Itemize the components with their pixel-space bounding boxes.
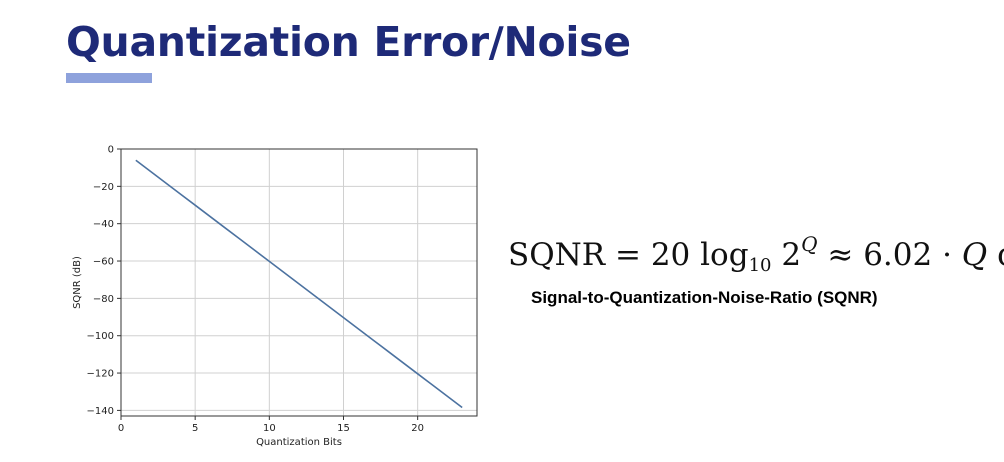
tick-layer: 0 5 10 15 20 0 −20 −40 −60 −80 −100 −120 −140	[87, 145, 425, 435]
title-underline	[66, 73, 152, 83]
y-tick-label: 0	[108, 145, 114, 156]
sqnr-series-line	[135, 159, 463, 409]
formula-approx: ≈	[827, 237, 854, 273]
formula-unit: dB	[997, 237, 1004, 273]
series-layer	[135, 159, 463, 409]
y-axis-label: SQNR (dB)	[72, 256, 83, 309]
x-tick-label: 5	[192, 423, 198, 434]
formula-log-text: log	[700, 237, 749, 273]
formula-equals: =	[614, 237, 641, 273]
sqnr-formula: SQNR = 20 log10 2Q ≈ 6.02 · Q dB	[508, 230, 1004, 280]
formula-lhs: SQNR	[508, 237, 606, 273]
formula-exponent: Q	[801, 232, 818, 256]
x-tick-label: 10	[263, 423, 276, 434]
x-tick-label: 20	[411, 423, 424, 434]
formula-coefficient: 20	[650, 237, 691, 273]
formula-power: 2Q	[781, 234, 817, 273]
y-tick-label: −40	[93, 219, 114, 230]
formula-log: log10	[700, 237, 772, 276]
formula-variable: Q	[961, 237, 988, 273]
formula-dot: ·	[942, 237, 952, 273]
x-tick-label: 0	[118, 423, 124, 434]
y-tick-label: −140	[87, 406, 114, 417]
plot-area-frame	[120, 148, 478, 417]
sqnr-line-chart: 0 5 10 15 20 0 −20 −40 −60 −80 −100 −120 −140 Quanti…	[72, 145, 478, 448]
slide-title: Quantization Error/Noise	[66, 18, 631, 66]
formula-base: 2	[781, 237, 802, 273]
formula-factor: 6.02	[863, 237, 933, 273]
y-tick-label: −100	[87, 331, 114, 342]
formula-caption: Signal-to-Quantization-Noise-Ratio (SQNR…	[531, 288, 878, 307]
formula-log-base: 10	[748, 255, 772, 276]
x-tick-label: 15	[337, 423, 350, 434]
y-tick-label: −120	[87, 369, 114, 380]
grid-layer	[120, 148, 477, 416]
x-axis-label: Quantization Bits	[256, 437, 342, 448]
sqnr-chart: 0 5 10 15 20 0 −20 −40 −60 −80 −100 −120 −140 Quanti…	[0, 0, 500, 462]
y-tick-label: −20	[93, 182, 114, 193]
y-tick-label: −60	[93, 257, 114, 268]
y-tick-label: −80	[93, 294, 114, 305]
